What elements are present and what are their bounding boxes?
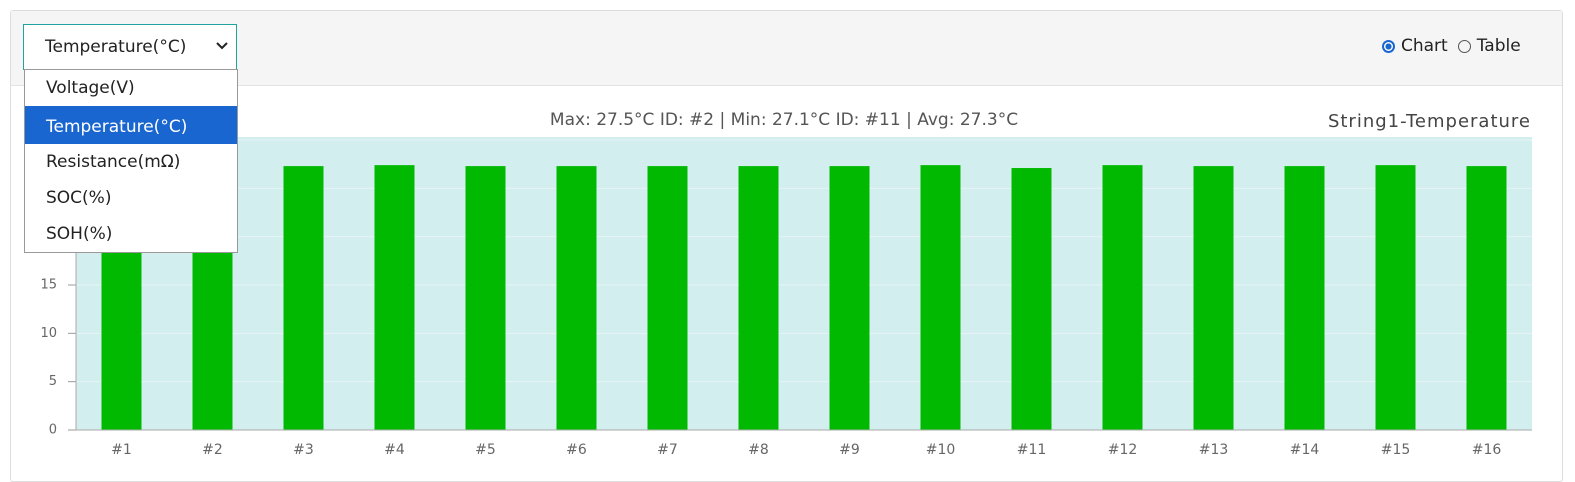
x-tick-label: #2: [202, 442, 223, 458]
dropdown-option[interactable]: Temperature(°C): [25, 106, 237, 144]
x-tick-label: #14: [1290, 442, 1320, 458]
toolbar: [11, 11, 1562, 86]
x-tick-label: #15: [1381, 442, 1411, 458]
dropdown-option[interactable]: SOC(%): [46, 188, 112, 208]
x-tick-label: #13: [1199, 442, 1229, 458]
select-value: Temperature(°C): [45, 37, 187, 57]
radio-option[interactable]: Chart: [1382, 36, 1448, 56]
x-tick-label: #6: [566, 442, 587, 458]
x-tick-label: #12: [1108, 442, 1138, 458]
bar: [1466, 166, 1507, 430]
radio-button[interactable]: [1457, 39, 1471, 53]
bar: [1011, 168, 1052, 431]
x-tick-label: #1: [111, 442, 132, 458]
dropdown-option[interactable]: SOH(%): [46, 224, 113, 244]
radio-label: Table: [1476, 36, 1521, 56]
dropdown-option[interactable]: Voltage(V): [46, 78, 135, 98]
chevron: [216, 42, 228, 50]
x-tick-label: #4: [384, 442, 405, 458]
bar: [920, 165, 961, 430]
x-tick-label: #11: [1017, 442, 1047, 458]
bar: [1102, 165, 1143, 430]
y-tick-label: 15: [40, 278, 57, 293]
radio-button[interactable]: [1382, 39, 1395, 53]
radio-label: Chart: [1401, 36, 1448, 56]
dropdown-option[interactable]: Resistance(mΩ): [46, 152, 181, 172]
y-tick-label: 10: [40, 326, 57, 341]
x-tick-label: #7: [657, 442, 678, 458]
x-tick-label: #16: [1472, 442, 1502, 458]
bar: [738, 166, 779, 430]
x-tick-label: #3: [293, 442, 314, 458]
bar: [465, 166, 506, 430]
chart-subtitle: Max: 27.5°C ID: #2 | Min: 27.1°C ID: #11…: [550, 110, 1018, 130]
dropdown-list: Voltage(V) Temperature(°C) Resistance(mΩ) S…: [24, 69, 238, 253]
x-tick-label: #5: [475, 442, 496, 458]
radio-option[interactable]: Table: [1457, 36, 1521, 56]
bar: [647, 166, 688, 430]
metric-select[interactable]: Temperature(°C): [23, 24, 237, 70]
x-tick-label: #8: [748, 442, 769, 458]
x-tick-label: #9: [839, 442, 860, 458]
y-tick-label: 5: [49, 374, 57, 389]
bar: [556, 166, 597, 430]
bar: [1375, 165, 1416, 430]
view-toggle: Chart Table: [1382, 36, 1531, 58]
chart-title: String1-Temperature: [1328, 111, 1531, 132]
bar: [1193, 166, 1234, 430]
bar: [374, 165, 415, 430]
bar: [283, 166, 324, 430]
x-tick-label: #10: [926, 442, 956, 458]
bar: [1284, 166, 1325, 430]
y-tick-label: 0: [49, 423, 57, 438]
bar: [829, 166, 870, 430]
